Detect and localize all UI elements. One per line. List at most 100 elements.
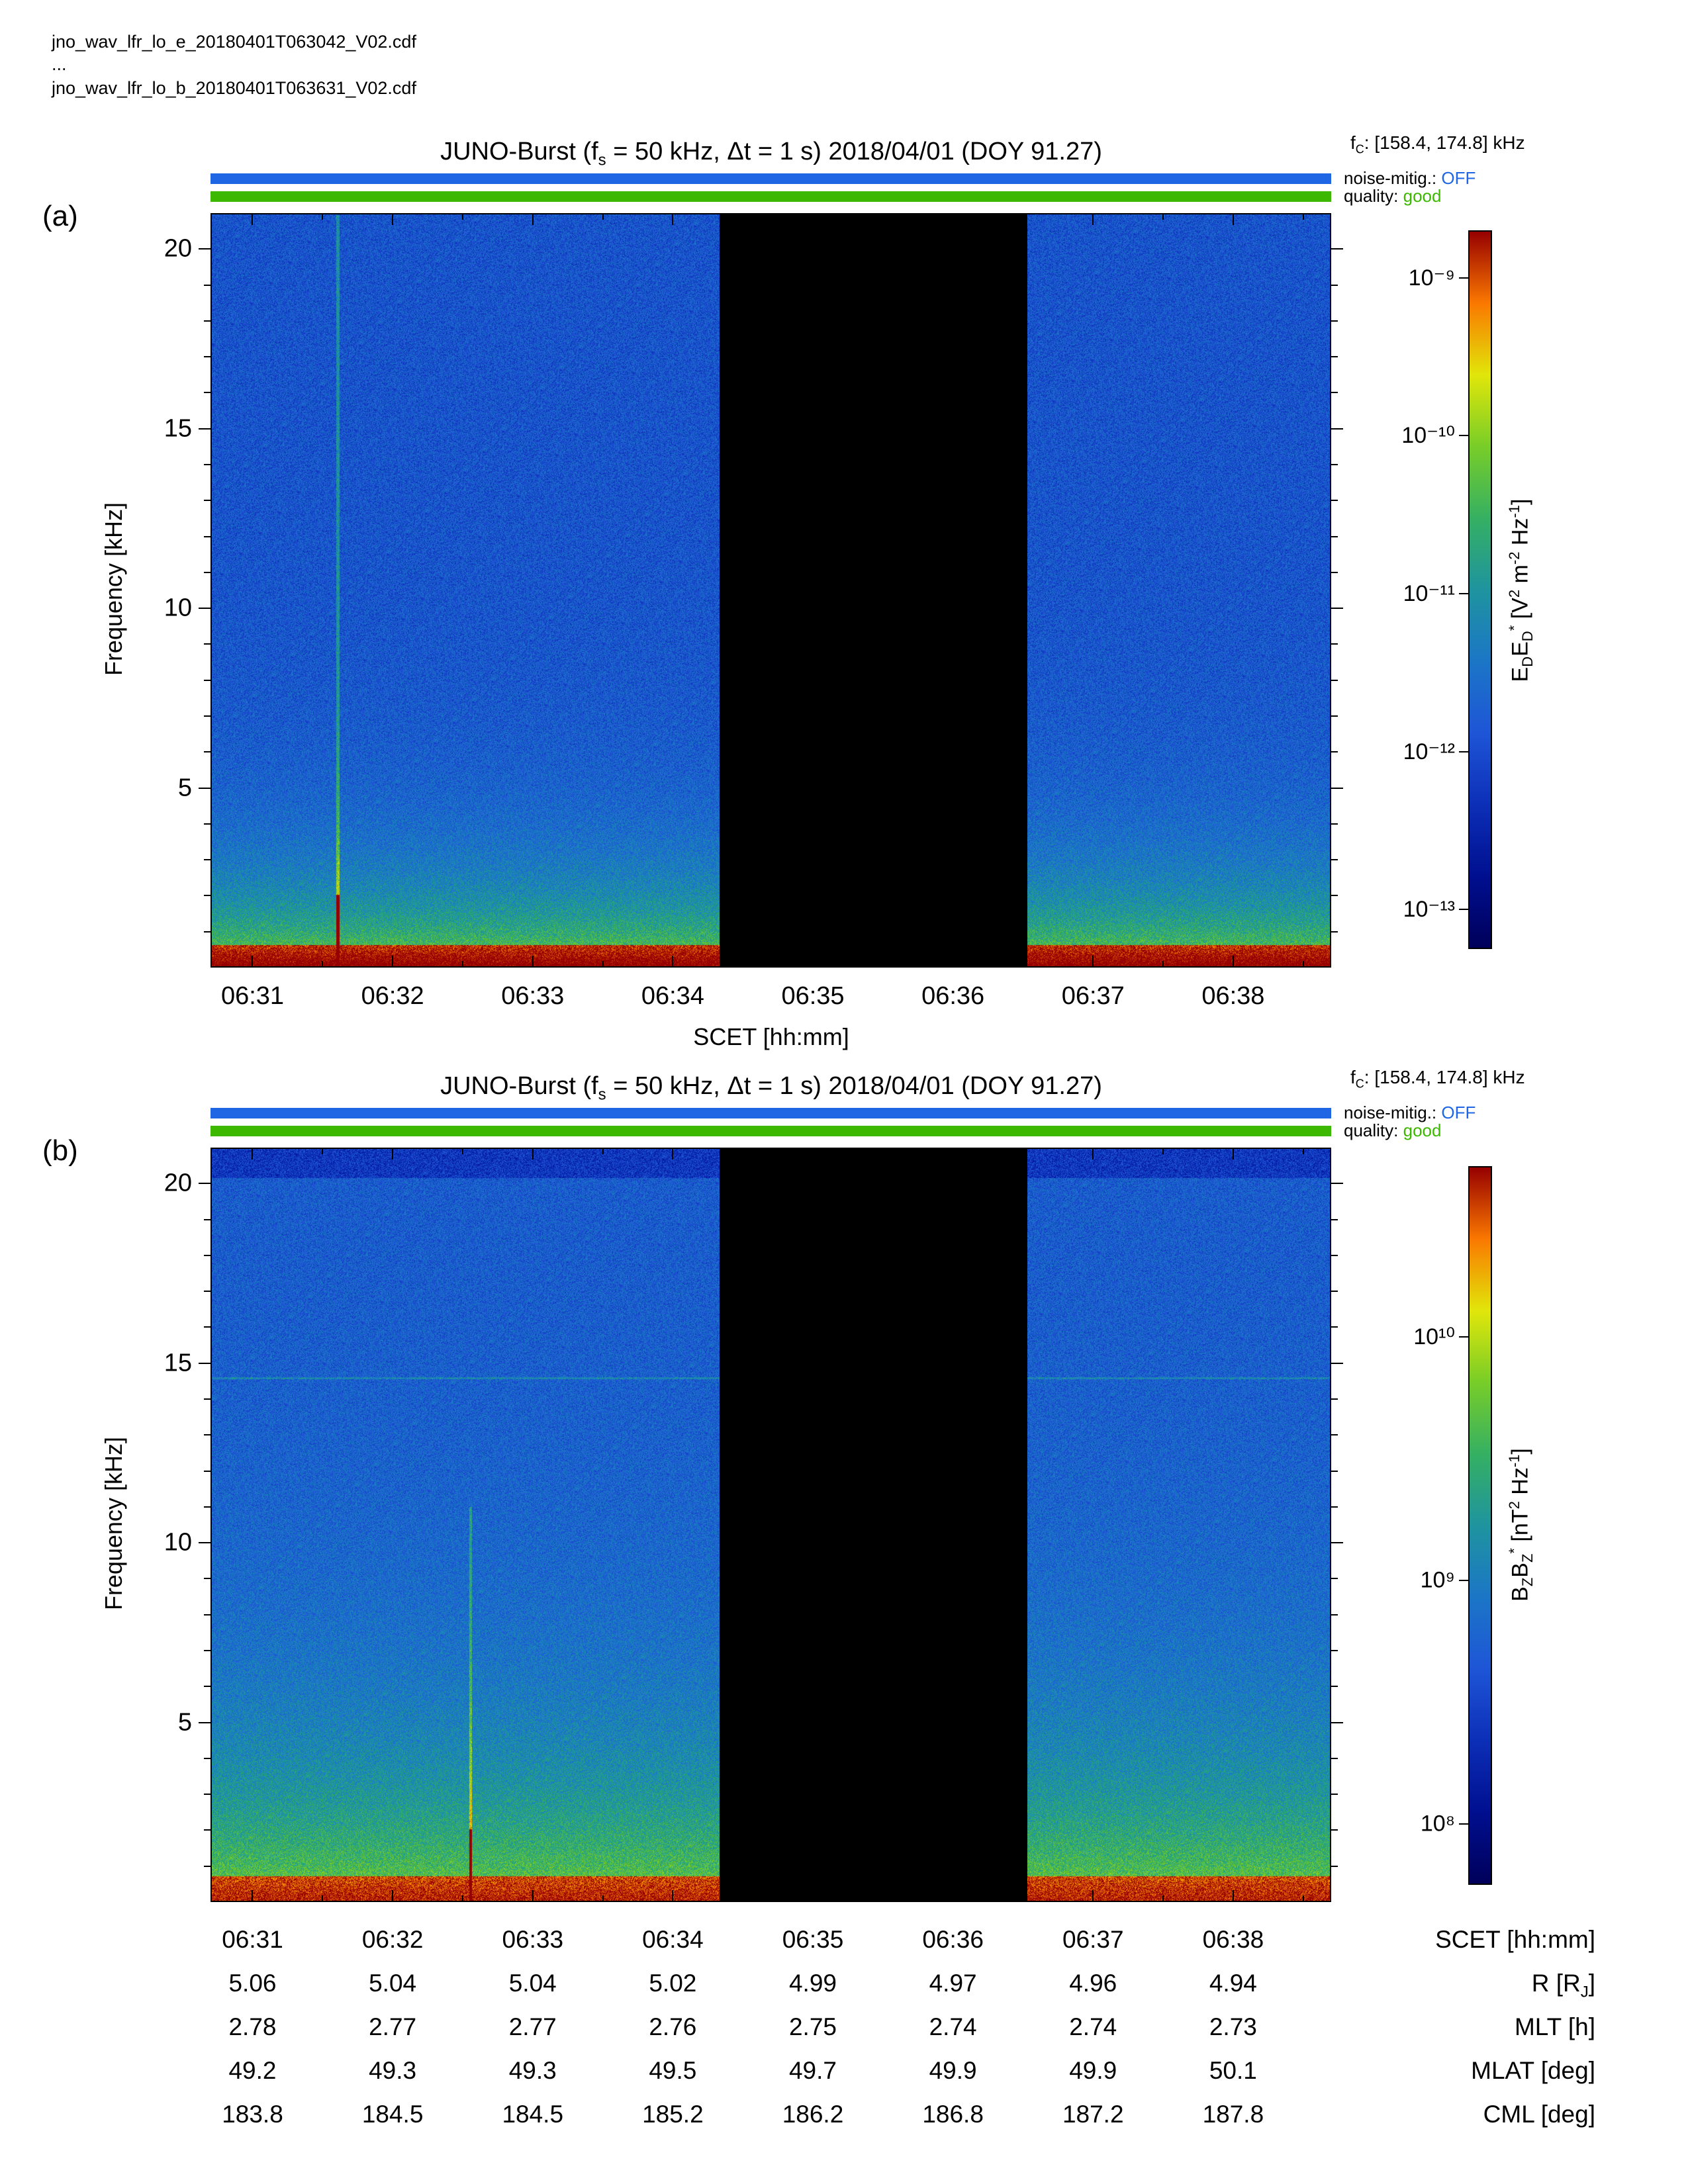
y-tick: [1331, 1183, 1343, 1185]
panel-b-colorbar-label: BZBZ* [nT2 Hz-1]: [1505, 1448, 1536, 1602]
y-minor-tick: [1331, 1291, 1338, 1293]
y-minor-tick: [1331, 1254, 1338, 1256]
x-tick-label: 06:36: [921, 982, 985, 1010]
y-minor-tick: [204, 464, 211, 465]
ephemeris-value: 5.04: [508, 1970, 557, 1997]
x-tick: [1092, 1890, 1094, 1902]
colorbar-tick-label: 10⁻¹⁰: [1401, 423, 1455, 449]
ephemeris-value: 2.74: [1069, 2013, 1117, 2040]
x-minor-tick: [602, 1148, 604, 1154]
file-name-e: jno_wav_lfr_lo_e_20180401T063042_V02.cdf: [52, 32, 416, 52]
y-minor-tick: [1331, 751, 1338, 753]
ephemeris-value: 06:35: [782, 1926, 844, 1953]
panel-b-ylabel: Frequency [kHz]: [100, 1436, 127, 1611]
x-tick-label: 06:35: [781, 982, 845, 1010]
ephemeris-value: 184.5: [361, 2101, 424, 2128]
ephemeris-value: 2.75: [788, 2013, 837, 2040]
x-tick: [392, 956, 394, 968]
panel-b-fc: fC: [158.4, 174.8] kHz: [1350, 1067, 1525, 1091]
file-name-b: jno_wav_lfr_lo_b_20180401T063631_V02.cdf: [52, 78, 416, 98]
ephemeris-value: 49.7: [788, 2057, 837, 2084]
x-tick: [252, 1148, 254, 1160]
panel-b-spectrogram: [211, 1148, 1331, 1902]
y-tick: [1331, 787, 1343, 789]
y-minor-tick: [204, 1326, 211, 1328]
x-minor-tick: [882, 961, 884, 968]
x-tick: [1232, 1890, 1234, 1902]
y-minor-tick: [1331, 392, 1338, 394]
colorbar-tick: [1459, 592, 1468, 594]
x-minor-tick: [882, 1895, 884, 1902]
y-minor-tick: [204, 931, 211, 933]
colorbar-tick: [1459, 1823, 1468, 1825]
y-minor-tick: [204, 895, 211, 897]
x-tick: [952, 213, 954, 225]
y-minor-tick: [204, 1506, 211, 1508]
y-minor-tick: [204, 571, 211, 573]
y-minor-tick: [1331, 1794, 1338, 1796]
x-minor-tick: [742, 213, 744, 220]
colorbar-tick: [1459, 751, 1468, 752]
x-minor-tick: [602, 213, 604, 220]
x-minor-tick: [322, 961, 324, 968]
y-minor-tick: [204, 284, 211, 286]
ephemeris-value: 2.77: [369, 2013, 417, 2040]
y-minor-tick: [204, 1829, 211, 1831]
y-minor-tick: [1331, 356, 1338, 358]
x-minor-tick: [461, 1148, 463, 1154]
ephemeris-value: 5.06: [228, 1970, 277, 1997]
y-minor-tick: [1331, 1829, 1338, 1831]
y-minor-tick: [204, 751, 211, 753]
x-tick: [392, 1148, 394, 1160]
y-minor-tick: [204, 1434, 211, 1436]
x-minor-tick: [1162, 1148, 1164, 1154]
y-minor-tick: [204, 1578, 211, 1580]
panel-b-noise-label: noise-mitig.: OFF: [1344, 1103, 1476, 1122]
x-minor-tick: [882, 213, 884, 220]
y-minor-tick: [1331, 823, 1338, 825]
x-tick: [252, 213, 254, 225]
ephemeris-row-name: R [RJ]: [1531, 1970, 1595, 2001]
y-minor-tick: [1331, 1434, 1338, 1436]
panel-a-noise-label: noise-mitig.: OFF: [1344, 168, 1476, 188]
panel-a-noise-bar: [211, 173, 1331, 184]
y-minor-tick: [204, 1757, 211, 1759]
colorbar-tick-label: 10¹⁰: [1413, 1324, 1455, 1349]
y-minor-tick: [1331, 1506, 1338, 1508]
x-minor-tick: [461, 961, 463, 968]
y-minor-tick: [1331, 715, 1338, 717]
x-minor-tick: [742, 1148, 744, 1154]
panel-b-noise-bar: [211, 1108, 1331, 1118]
y-minor-tick: [204, 1218, 211, 1220]
x-tick-label: 06:34: [641, 982, 704, 1010]
y-minor-tick: [1331, 1470, 1338, 1472]
colorbar-tick: [1459, 1579, 1468, 1581]
y-tick: [199, 608, 211, 610]
y-tick-label: 20: [164, 1169, 192, 1197]
y-minor-tick: [204, 1470, 211, 1472]
x-minor-tick: [1302, 1148, 1304, 1154]
x-tick-label: 06:32: [361, 982, 424, 1010]
y-minor-tick: [1331, 643, 1338, 645]
x-minor-tick: [1022, 213, 1024, 220]
y-tick-label: 15: [164, 414, 192, 443]
y-tick-label: 5: [177, 774, 192, 802]
panel-a-ylabel: Frequency [kHz]: [100, 502, 127, 676]
y-minor-tick: [1331, 464, 1338, 465]
panel-b-title: JUNO-Burst (fs = 50 kHz, Δt = 1 s) 2018/…: [440, 1072, 1102, 1104]
ephemeris-row-name: MLAT [deg]: [1471, 2057, 1595, 2084]
panel-b-quality-label: quality: good: [1344, 1120, 1442, 1140]
y-minor-tick: [1331, 1757, 1338, 1759]
x-minor-tick: [882, 1148, 884, 1154]
ephemeris-value: 2.73: [1209, 2013, 1257, 2040]
ephemeris-value: 49.5: [649, 2057, 697, 2084]
x-minor-tick: [1302, 213, 1304, 220]
y-minor-tick: [204, 1254, 211, 1256]
ephemeris-value: 2.77: [508, 2013, 557, 2040]
y-minor-tick: [1331, 895, 1338, 897]
x-tick: [532, 213, 534, 225]
y-tick: [1331, 248, 1343, 250]
x-tick: [1232, 213, 1234, 225]
y-minor-tick: [1331, 1326, 1338, 1328]
panel-a-title: JUNO-Burst (fs = 50 kHz, Δt = 1 s) 2018/…: [440, 138, 1102, 169]
